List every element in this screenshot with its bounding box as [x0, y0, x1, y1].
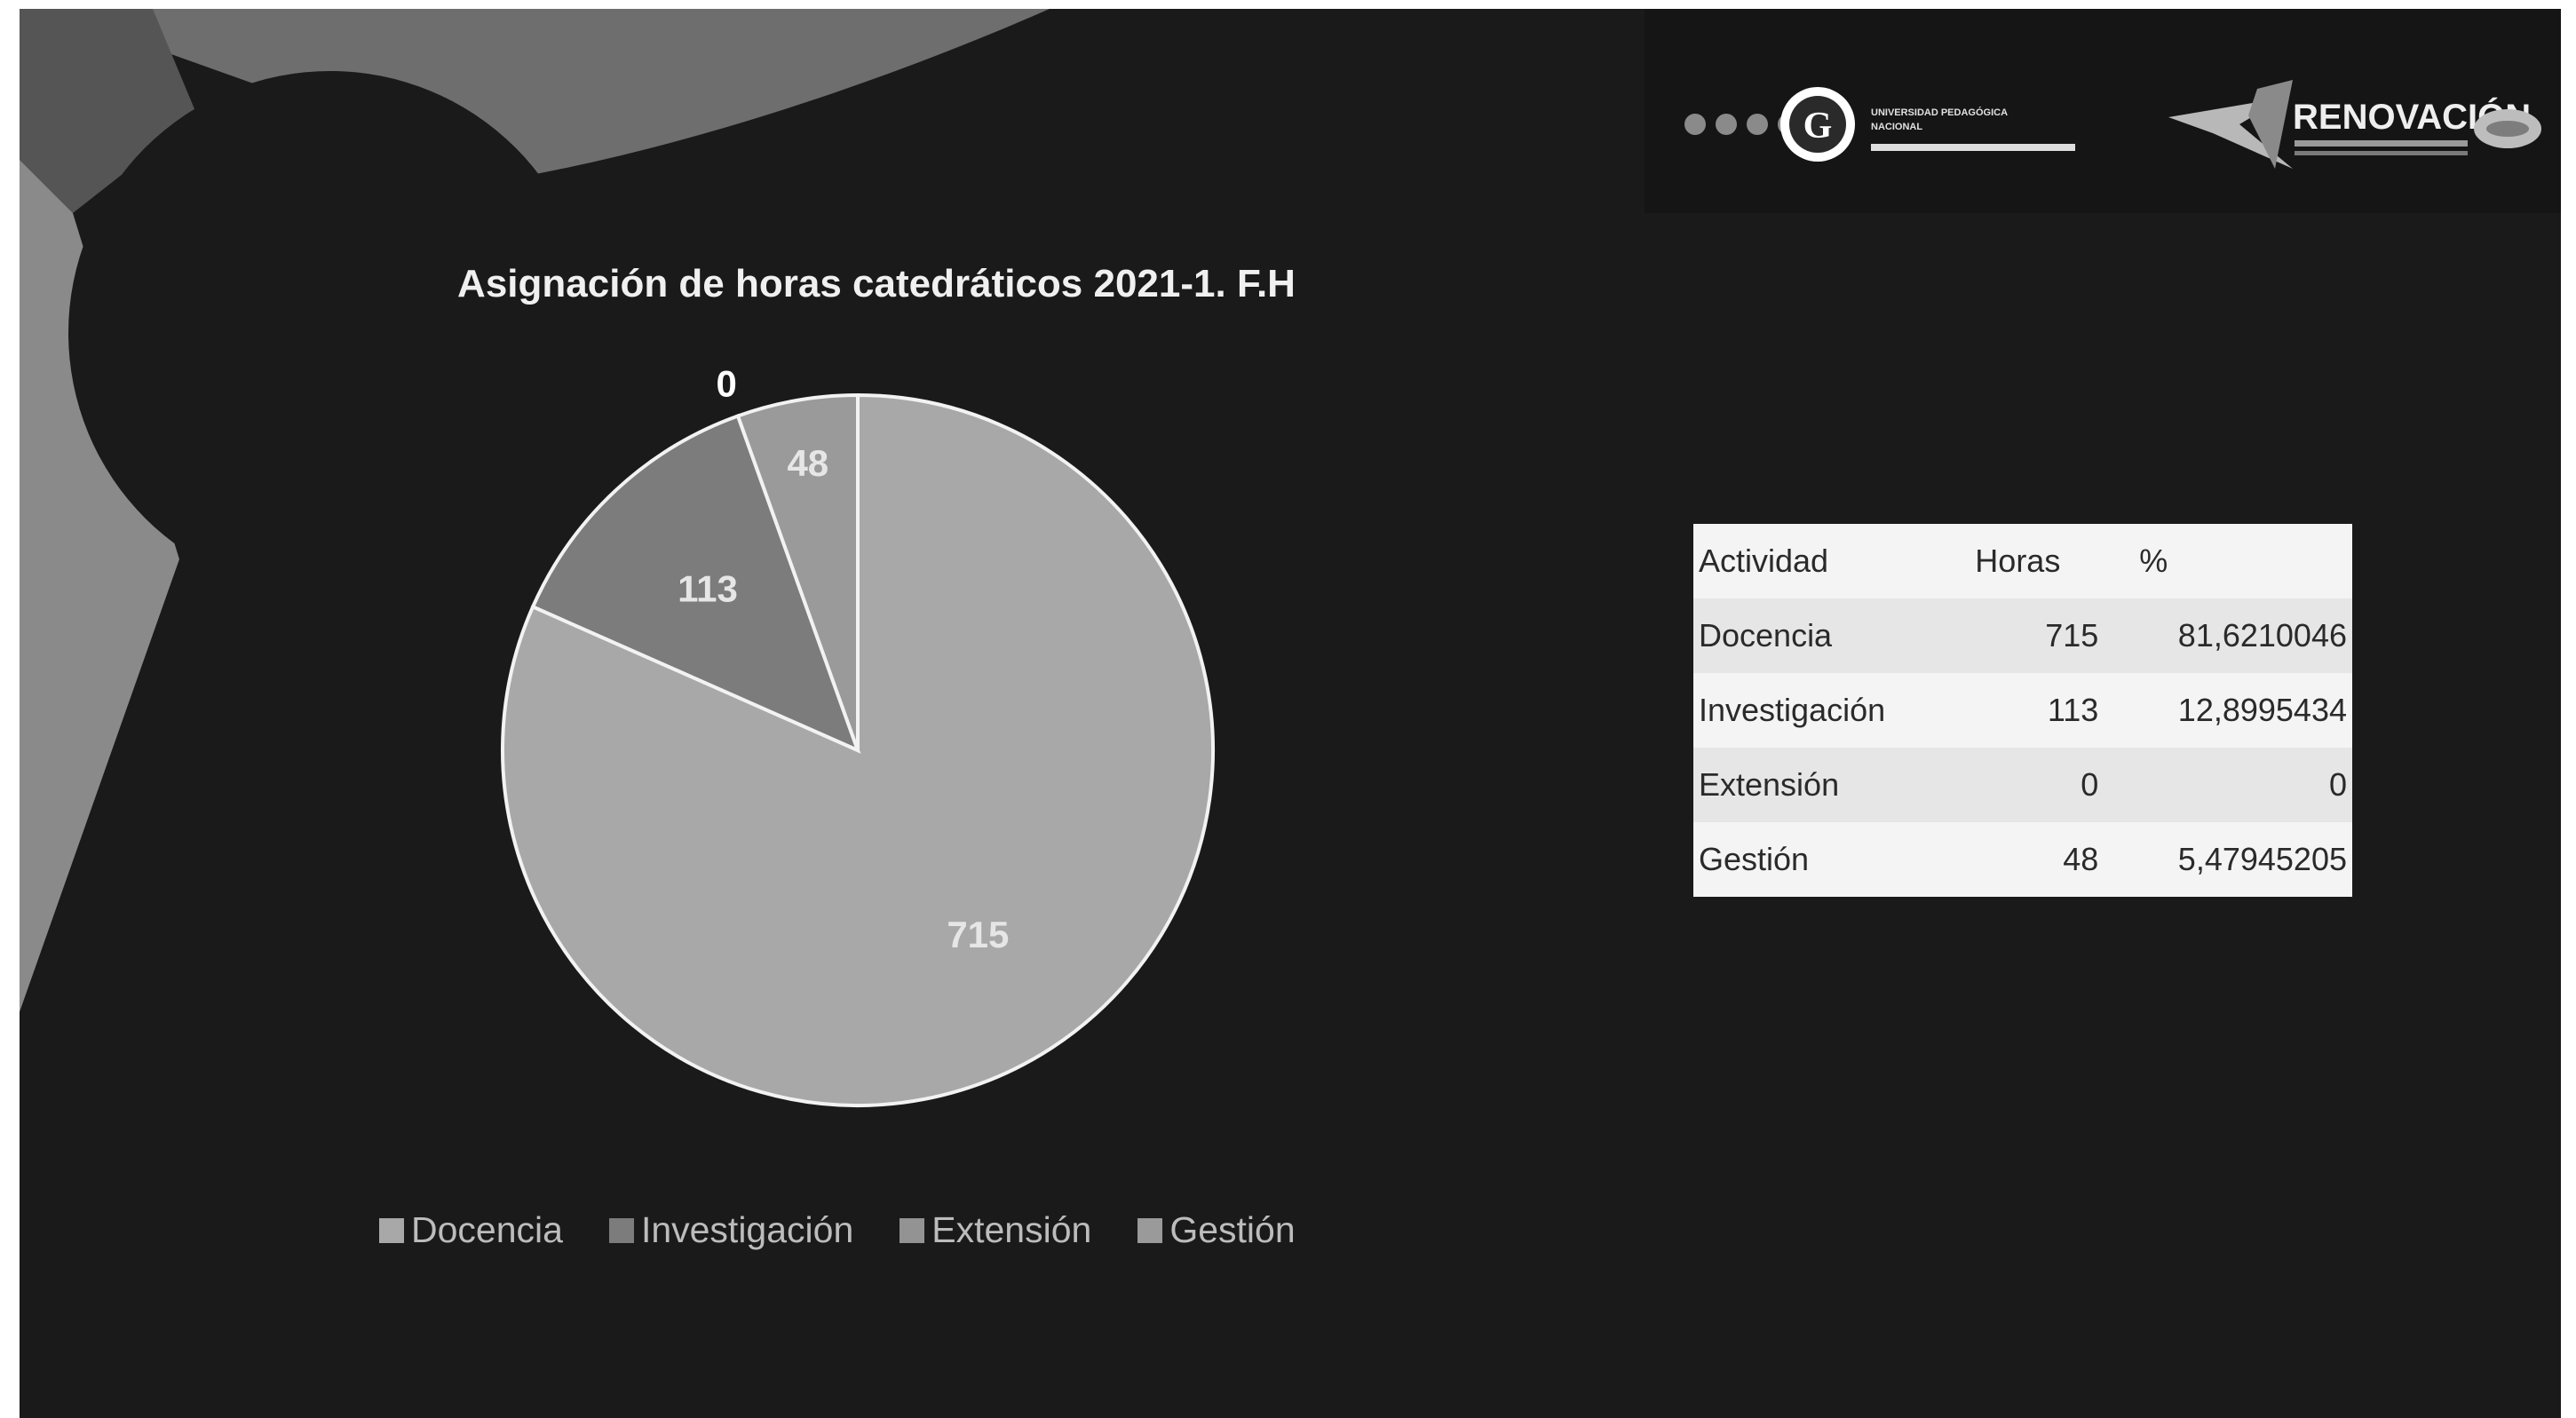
table-cell: 5,47945205 [2177, 841, 2347, 877]
legend-swatch [900, 1217, 925, 1243]
table-cell: 0 [2081, 766, 2099, 803]
table-cell: 113 [2047, 692, 2099, 728]
university-name-line2: NACIONAL [1871, 122, 1922, 132]
pie-slice-gestion [735, 392, 860, 751]
legend-label: Extensión [931, 1209, 1092, 1250]
table-row: Extensión 0 0 [1693, 748, 2352, 822]
legend-label: Investigación [640, 1209, 854, 1250]
table-cell: Docencia [1699, 617, 1833, 654]
renovacion-logo: RENOVACIÓN [2168, 80, 2541, 169]
pie-slice-investigacion [530, 413, 861, 754]
table-header-cell: Horas [1975, 543, 2061, 579]
table-cell: 81,6210046 [2177, 617, 2347, 654]
table-cell: Investigación [1699, 692, 1886, 728]
table-row: Docencia 715 81,6210046 [1693, 598, 2352, 673]
pagination-dot [1747, 114, 1768, 135]
pie-data-label-gestion: 48 [787, 442, 828, 484]
pie-data-label-docencia: 715 [947, 914, 1009, 955]
legend-label: Docencia [411, 1209, 563, 1250]
header-logos: G UNIVERSIDAD PEDAGÓGICA NACIONAL RENOVA… [1645, 9, 2561, 213]
table-cell: Gestión [1699, 841, 1810, 877]
slide: G UNIVERSIDAD PEDAGÓGICA NACIONAL RENOVA… [20, 9, 2561, 1418]
table-row: Investigación 113 12,8995434 [1693, 673, 2352, 748]
table-cell: 12,8995434 [2177, 692, 2347, 728]
legend-swatch [608, 1217, 634, 1243]
chart-title: Asignación de horas catedráticos 2021-1.… [457, 262, 1296, 305]
hours-table: Actividad Horas % Docencia 715 81,621004… [1693, 524, 2352, 897]
svg-text:G: G [1803, 106, 1833, 147]
pie-data-label-investigacion: 113 [678, 567, 738, 609]
legend-item-gestion: Gestión [1137, 1209, 1296, 1251]
pagination-dot [1716, 114, 1737, 135]
pie-data-label-extension: 0 [716, 363, 736, 405]
table-row: Gestión 48 5,47945205 [1693, 822, 2352, 897]
pie-labels: 715 113 0 48 [678, 363, 1009, 955]
pagination-dot [1684, 114, 1706, 135]
chart-legend: Docencia Investigación Extensión Gestión [379, 1209, 1296, 1251]
legend-label: Gestión [1169, 1209, 1296, 1250]
legend-item-extension: Extensión [900, 1209, 1091, 1251]
table-header-cell: % [2139, 543, 2168, 579]
table-cell: 715 [2045, 617, 2099, 654]
university-logo: G UNIVERSIDAD PEDAGÓGICA NACIONAL [1780, 87, 2075, 162]
legend-swatch [1137, 1217, 1163, 1243]
table-cell: 48 [2063, 841, 2099, 877]
legend-swatch [379, 1217, 404, 1243]
pie-slices [501, 392, 1215, 1107]
table-header-row: Actividad Horas % [1693, 524, 2352, 598]
university-name-line1: UNIVERSIDAD PEDAGÓGICA [1871, 107, 2008, 118]
legend-item-docencia: Docencia [379, 1209, 563, 1251]
background-decoration [20, 9, 1050, 1039]
legend-item-investigacion: Investigación [608, 1209, 854, 1251]
pie-chart: 715 113 0 48 [501, 363, 1215, 1107]
table-header-cell: Actividad [1699, 543, 1829, 579]
table-cell: 0 [2328, 766, 2347, 803]
table-cell: Extensión [1699, 766, 1840, 803]
